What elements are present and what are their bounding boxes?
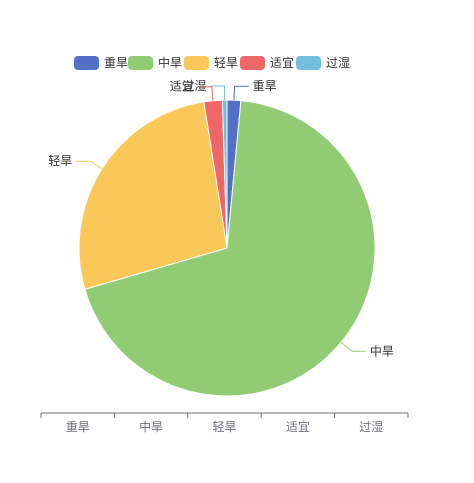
legend-label: 重旱 [104,56,128,70]
legend-label: 适宜 [270,55,294,70]
legend-item-2[interactable]: 轻旱 [184,56,238,70]
legend-item-4[interactable]: 过湿 [296,55,350,70]
legend-label: 过湿 [326,55,350,70]
slice-label-1: 中旱 [370,343,394,358]
label-line-3 [197,86,214,101]
pie-slices [78,99,376,397]
category-axis: 重旱 中旱 轻旱 适宜 过湿 [40,412,409,434]
label-line-4 [210,85,226,101]
legend-item-0[interactable]: 重旱 [74,56,128,70]
label-line-0 [233,85,249,101]
legend-swatch [184,56,209,70]
label-line-2 [76,160,103,170]
legend-swatch [128,56,153,70]
axis-tick-label-4: 过湿 [359,419,383,434]
pie-slice-2[interactable] [78,101,228,290]
legend-label: 中旱 [158,55,182,70]
axis-tick-label-0: 重旱 [66,420,90,434]
legend-swatch [296,56,321,70]
slice-label-3: 适宜 [170,79,194,94]
slice-label-0: 重旱 [253,79,277,93]
legend-label: 轻旱 [214,56,238,70]
legend-swatch [74,56,99,70]
slice-label-4: 过湿 [182,78,206,93]
slice-label-2: 轻旱 [48,154,72,168]
legend-swatch [240,56,265,70]
axis-tick-label-3: 适宜 [286,419,310,434]
axis-tick-label-2: 轻旱 [212,420,236,434]
axis-tick-label-1: 中旱 [139,419,163,434]
legend-item-1[interactable]: 中旱 [128,55,182,70]
label-line-1 [340,341,366,352]
legend-item-3[interactable]: 适宜 [240,55,294,70]
legend: 重旱 中旱 轻旱 适宜 过湿 [74,55,350,70]
pie-slice-4[interactable] [221,99,228,249]
